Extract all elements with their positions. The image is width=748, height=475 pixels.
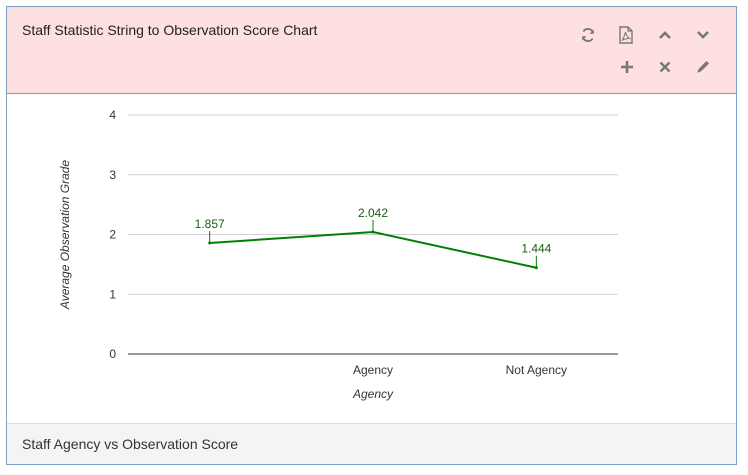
x-tick-label: Agency <box>353 363 393 377</box>
line-chart: 0 1 2 3 4 Agency Not Agency Agency Average Obser… <box>58 108 618 401</box>
x-tick-label: Not Agency <box>506 363 567 377</box>
series-line <box>209 230 537 269</box>
y-axis-title: Average Observation Grade <box>58 160 72 311</box>
data-point <box>534 266 538 270</box>
panel-header: Staff Statistic String to Observation Sc… <box>7 7 736 94</box>
close-icon[interactable] <box>654 56 676 78</box>
chevron-down-icon[interactable] <box>692 24 714 46</box>
data-point <box>208 241 212 245</box>
plus-icon[interactable] <box>616 56 638 78</box>
panel-title: Staff Statistic String to Observation Sc… <box>22 22 318 38</box>
data-point <box>371 230 375 234</box>
panel-footer: Staff Agency vs Observation Score <box>7 423 736 464</box>
y-tick-label: 2 <box>109 228 116 242</box>
x-axis-title: Agency <box>352 387 394 401</box>
pencil-icon[interactable] <box>692 56 714 78</box>
refresh-icon[interactable] <box>577 24 599 46</box>
chevron-up-icon[interactable] <box>654 24 676 46</box>
pdf-icon[interactable] <box>615 24 637 46</box>
data-label: 1.857 <box>195 217 225 231</box>
data-label: 2.042 <box>358 206 388 220</box>
y-tick-label: 1 <box>109 287 116 301</box>
chart-panel: Staff Statistic String to Observation Sc… <box>6 6 737 465</box>
y-tick-label: 0 <box>109 347 116 361</box>
y-tick-label: 3 <box>109 168 116 182</box>
footer-caption: Staff Agency vs Observation Score <box>22 436 239 452</box>
data-label: 1.444 <box>521 242 551 256</box>
y-tick-label: 4 <box>109 108 116 122</box>
